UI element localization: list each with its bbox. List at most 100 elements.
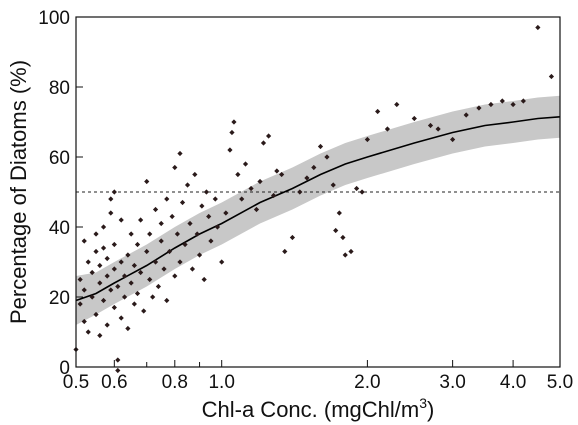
data-point — [169, 213, 175, 220]
y-tick-label: 60 — [49, 148, 70, 169]
data-point — [324, 154, 330, 160]
data-point — [155, 283, 162, 290]
data-point — [463, 112, 469, 118]
data-point — [150, 294, 156, 300]
data-point — [260, 140, 267, 146]
data-point — [223, 210, 229, 216]
data-point — [206, 213, 212, 220]
data-point — [138, 217, 144, 223]
data-point — [131, 262, 137, 269]
data-point — [227, 147, 233, 153]
data-point — [336, 210, 342, 216]
data-point — [138, 269, 144, 276]
data-point — [100, 224, 107, 230]
data-point — [97, 280, 103, 286]
data-point — [81, 238, 87, 244]
data-point — [499, 98, 505, 104]
data-point — [164, 196, 170, 202]
data-point — [81, 287, 87, 293]
data-point — [147, 276, 153, 283]
data-point — [435, 126, 441, 132]
data-point — [158, 238, 164, 244]
data-point — [208, 238, 214, 244]
data-point — [158, 220, 164, 227]
data-point — [203, 189, 210, 195]
data-point — [182, 241, 188, 248]
data-point — [253, 206, 260, 213]
data-point — [100, 245, 107, 251]
data-point — [311, 164, 317, 171]
data-point — [257, 178, 263, 185]
data-point — [85, 329, 91, 335]
x-tick-label: 0.5 — [63, 372, 89, 393]
x-tick-label: 2.0 — [354, 372, 380, 393]
data-point — [177, 150, 183, 157]
confidence-band — [76, 95, 560, 325]
x-tick-label: 4.0 — [500, 372, 526, 393]
data-point — [317, 143, 324, 150]
data-point — [128, 231, 134, 237]
data-point — [289, 234, 296, 241]
x-tick-label: 3.0 — [439, 372, 465, 393]
y-tick-label: 100 — [38, 8, 70, 29]
x-axis-title-main: Chl-a Conc. (mgChl/m — [202, 397, 420, 422]
data-point — [118, 217, 124, 223]
data-point — [231, 119, 237, 125]
data-point — [111, 304, 117, 311]
data-point — [348, 248, 354, 255]
data-point — [520, 98, 526, 104]
data-point — [108, 196, 114, 202]
data-point — [394, 101, 400, 108]
data-point — [97, 332, 103, 339]
data-point — [333, 227, 339, 234]
data-point — [340, 234, 346, 241]
data-point — [187, 220, 193, 227]
y-tick-label: 20 — [49, 288, 70, 309]
data-point — [115, 283, 121, 290]
data-point — [375, 108, 381, 115]
data-point — [93, 248, 99, 255]
plot-frame — [75, 16, 561, 368]
data-point — [177, 259, 183, 265]
data-point — [196, 252, 203, 258]
data-point — [161, 266, 167, 272]
data-point — [77, 301, 83, 307]
data-point — [166, 248, 173, 255]
data-point — [266, 133, 272, 139]
y-tick-label: 80 — [49, 78, 70, 99]
data-point — [144, 178, 150, 185]
data-point — [212, 196, 218, 202]
data-point — [147, 231, 153, 237]
data-point — [121, 273, 128, 279]
data-point — [104, 255, 110, 262]
data-point — [152, 206, 159, 213]
data-point — [274, 168, 280, 174]
data-point — [77, 276, 83, 283]
data-point — [125, 325, 131, 332]
fit-curve-layer — [75, 116, 561, 302]
data-point — [104, 322, 110, 328]
data-point — [535, 24, 541, 31]
data-point — [108, 210, 114, 216]
data-point — [219, 259, 225, 265]
data-point — [118, 315, 124, 321]
data-point — [144, 248, 150, 255]
x-tick-label: 5.0 — [547, 372, 573, 393]
data-points-layer — [73, 24, 555, 374]
data-point — [85, 259, 91, 265]
data-point — [354, 185, 360, 192]
data-point — [108, 287, 114, 293]
data-point — [128, 280, 134, 286]
data-point — [342, 252, 348, 258]
y-tick-label: 40 — [49, 218, 70, 239]
data-point — [239, 196, 245, 202]
data-point — [476, 105, 482, 111]
y-axis-title: Percentage of Diatoms (%) — [6, 60, 31, 324]
data-point — [192, 171, 198, 178]
data-point — [427, 122, 434, 129]
x-tick-label: 0.6 — [101, 372, 127, 393]
data-point — [118, 259, 124, 265]
data-point — [384, 126, 391, 132]
data-point — [201, 276, 207, 283]
data-point — [111, 241, 117, 248]
